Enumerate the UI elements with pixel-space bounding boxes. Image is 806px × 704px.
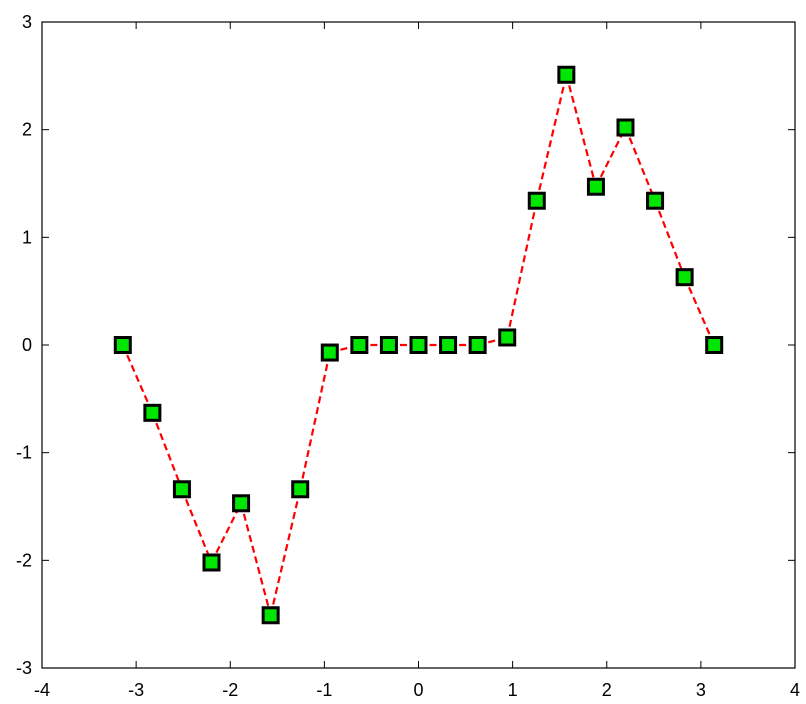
data-point-marker <box>675 268 694 287</box>
x-tick-label: -1 <box>316 680 332 700</box>
series-line-segment <box>299 352 331 490</box>
series-line-segment <box>180 488 213 563</box>
y-tick-label: 0 <box>22 335 32 355</box>
data-point-marker <box>113 336 132 354</box>
series-line-segment <box>151 412 183 490</box>
x-tick-label: -2 <box>222 680 238 700</box>
data-point-marker <box>616 118 635 137</box>
data-point-marker <box>557 65 576 84</box>
data-point-marker <box>291 480 310 499</box>
series-line-segment <box>565 74 597 188</box>
y-tick-label: -3 <box>16 658 32 678</box>
y-tick-label: 1 <box>22 227 32 247</box>
series-line-segment <box>654 200 686 278</box>
data-point-marker <box>705 336 724 354</box>
x-tick-label: -4 <box>34 680 50 700</box>
data-point-marker <box>143 403 162 422</box>
marker-layer <box>113 65 724 625</box>
data-point-marker <box>527 191 546 210</box>
series-line-segment <box>210 502 243 563</box>
data-point-marker <box>439 336 458 354</box>
data-point-marker <box>202 553 221 572</box>
series-line-segment <box>594 127 627 188</box>
x-tick-label: 2 <box>602 680 612 700</box>
series-line-segment <box>240 502 272 616</box>
data-point-marker <box>320 343 339 362</box>
data-point-marker <box>261 606 280 625</box>
data-point-marker <box>379 336 398 354</box>
data-point-marker <box>646 191 665 210</box>
x-tick-label: 3 <box>696 680 706 700</box>
x-tick-label: 0 <box>413 680 423 700</box>
y-tick-label: -1 <box>16 443 32 463</box>
data-point-marker <box>468 336 487 354</box>
y-tick-label: -2 <box>16 550 32 570</box>
data-point-marker <box>232 494 251 513</box>
x-tick-label: 1 <box>508 680 518 700</box>
x-tick-label: -3 <box>128 680 144 700</box>
series-line-segment <box>506 200 538 338</box>
data-point-marker <box>586 177 605 196</box>
data-point-marker <box>172 480 191 499</box>
series-line-segment <box>683 276 716 346</box>
x-tick-label: 4 <box>790 680 800 700</box>
y-tick-label: 3 <box>22 12 32 32</box>
data-point-marker <box>409 336 428 354</box>
y-tick-label: 2 <box>22 120 32 140</box>
data-point-marker <box>498 328 517 347</box>
series-line-segment <box>121 344 154 414</box>
data-point-marker <box>350 336 369 354</box>
series-line-segment <box>624 127 657 202</box>
